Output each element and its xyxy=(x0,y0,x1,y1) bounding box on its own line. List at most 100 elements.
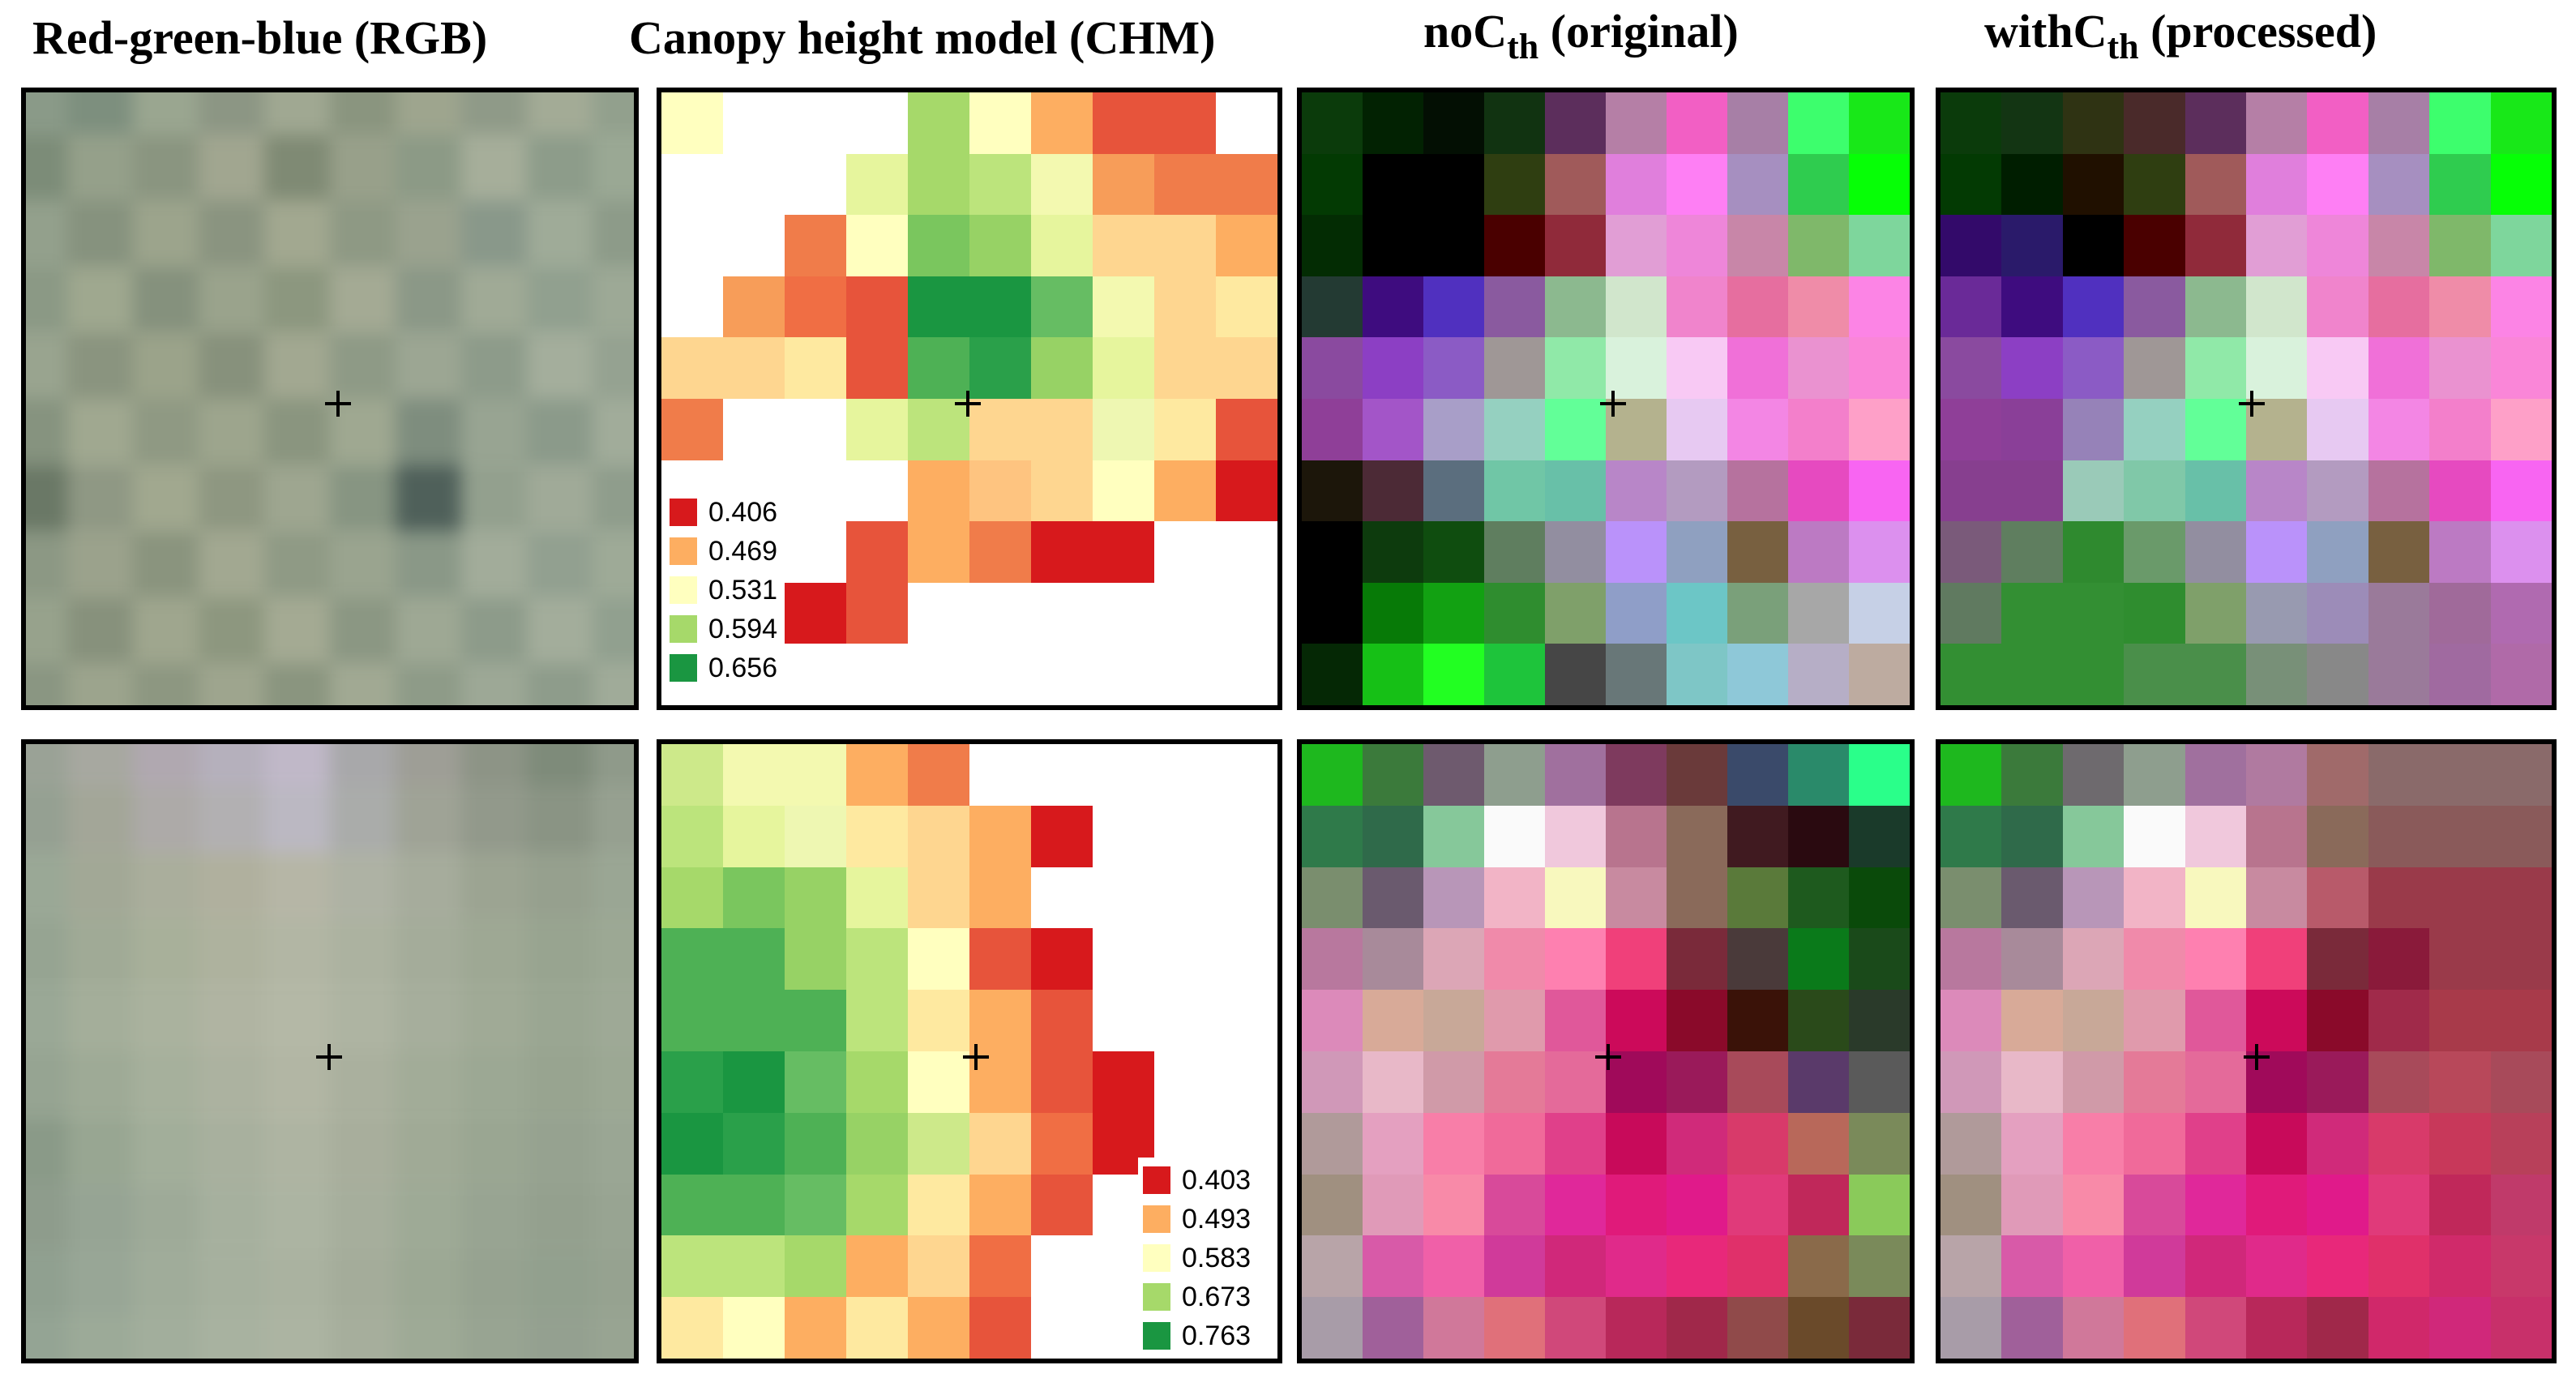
legend-entry: 0.594 xyxy=(670,610,777,648)
grid-cell xyxy=(1363,153,1423,216)
grid-cell xyxy=(1093,744,1154,806)
grid-cell xyxy=(1423,337,1484,399)
grid-cell xyxy=(785,1235,846,1298)
grid-cell xyxy=(785,1174,846,1236)
grid-cell xyxy=(66,985,133,1051)
grid-cell xyxy=(1093,276,1154,338)
grid-cell xyxy=(2124,744,2185,806)
grid-cell xyxy=(969,1297,1031,1359)
grid-cell xyxy=(198,744,264,786)
grid-cell xyxy=(527,92,593,135)
grid-cell xyxy=(396,1250,461,1317)
grid-cell xyxy=(1788,276,1849,338)
grid-cell xyxy=(723,1235,785,1298)
grid-cell xyxy=(908,582,969,644)
grid-cell xyxy=(2062,215,2125,276)
grid-cell xyxy=(1484,460,1545,522)
grid-cell xyxy=(1302,1235,1363,1298)
grid-cell xyxy=(263,398,330,465)
grid-cell xyxy=(66,1316,133,1359)
grid-cell xyxy=(1941,460,2002,522)
target-marker xyxy=(316,1044,342,1070)
grid-cell xyxy=(132,597,199,664)
grid-cell xyxy=(1031,644,1093,705)
grid-cell xyxy=(2307,1112,2368,1175)
grid-cell xyxy=(1154,153,1216,216)
title-chm-text: Canopy height model (CHM) xyxy=(629,11,1216,64)
grid-cell xyxy=(2124,92,2185,154)
grid-cell xyxy=(1484,744,1545,806)
grid-cell xyxy=(1302,928,1363,991)
grid-cell xyxy=(330,1117,396,1184)
grid-cell xyxy=(2001,92,2063,154)
grid-cell xyxy=(527,918,593,986)
grid-cell xyxy=(2124,521,2185,583)
grid-cell xyxy=(1606,1235,1667,1298)
grid-cell xyxy=(2001,153,2063,216)
grid-cell xyxy=(2246,337,2308,399)
grid-cell xyxy=(908,460,969,522)
grid-cell xyxy=(1423,582,1484,644)
grid-cell xyxy=(1788,644,1849,705)
grid-cell xyxy=(66,597,133,664)
legend-entry: 0.493 xyxy=(1143,1200,1251,1239)
grid-cell xyxy=(2184,1235,2246,1298)
target-marker xyxy=(325,391,351,417)
grid-cell xyxy=(263,785,330,853)
grid-cell xyxy=(1484,1112,1545,1175)
grid-cell xyxy=(2368,805,2430,867)
grid-cell xyxy=(2062,582,2125,644)
target-marker xyxy=(2244,1044,2270,1070)
grid-cell xyxy=(2429,867,2491,929)
grid-cell xyxy=(723,1112,785,1175)
grid-cell xyxy=(2490,460,2552,522)
grid-cell xyxy=(661,744,723,806)
legend-entry: 0.673 xyxy=(1143,1277,1251,1316)
grid-cell xyxy=(785,928,846,991)
grid-cell xyxy=(969,1174,1031,1236)
grid-cell xyxy=(2124,1051,2185,1113)
grid-cell xyxy=(2307,1235,2368,1298)
grid-cell xyxy=(908,521,969,583)
grid-cell xyxy=(461,1051,527,1118)
grid-cell xyxy=(2246,460,2308,522)
grid-cell xyxy=(66,398,133,465)
grid-cell xyxy=(198,200,264,267)
grid-cell xyxy=(846,644,908,705)
grid-cell xyxy=(132,464,199,532)
grid-cell xyxy=(1727,1235,1788,1298)
grid-cell xyxy=(2429,398,2491,460)
grid-cell xyxy=(1545,867,1606,929)
grid-cell xyxy=(2062,92,2125,154)
grid-cell xyxy=(1727,744,1788,806)
grid-cell xyxy=(66,1117,133,1184)
grid-cell xyxy=(593,134,634,201)
grid-cell xyxy=(2246,582,2308,644)
grid-cell xyxy=(2184,521,2246,583)
grid-cell xyxy=(1606,990,1667,1051)
grid-cell xyxy=(1606,1051,1667,1113)
grid-cell xyxy=(593,785,634,853)
grid-cell xyxy=(1363,744,1423,806)
grid-cell xyxy=(26,332,67,399)
grid-cell xyxy=(1216,337,1277,399)
grid-cell xyxy=(1941,582,2002,644)
grid-cell xyxy=(2429,215,2491,276)
grid-cell xyxy=(1363,460,1423,522)
grid-cell xyxy=(785,521,846,583)
grid-cell xyxy=(969,990,1031,1051)
grid-cell xyxy=(2490,744,2552,806)
grid-cell xyxy=(1545,644,1606,705)
grid-cell xyxy=(2246,744,2308,806)
grid-cell xyxy=(723,337,785,399)
legend-entry: 0.403 xyxy=(1143,1161,1251,1200)
grid-cell xyxy=(66,134,133,201)
grid-cell xyxy=(1849,867,1910,929)
grid-cell xyxy=(1849,460,1910,522)
grid-cell xyxy=(2001,398,2063,460)
grid-cell xyxy=(1423,990,1484,1051)
grid-cell xyxy=(908,1112,969,1175)
grid-cell xyxy=(1154,582,1216,644)
grid-cell xyxy=(2001,990,2063,1051)
grid-cell xyxy=(263,918,330,986)
